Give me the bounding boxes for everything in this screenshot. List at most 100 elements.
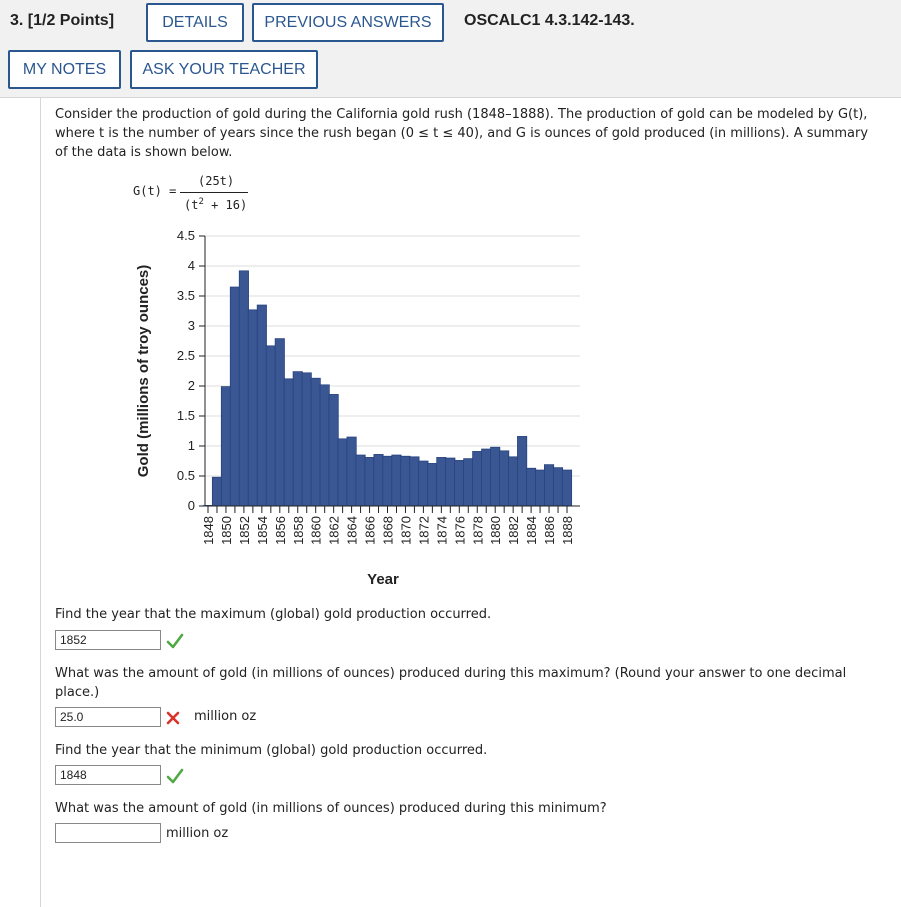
bar bbox=[337, 438, 348, 507]
bar bbox=[463, 458, 474, 507]
bar bbox=[292, 371, 303, 507]
bar bbox=[346, 436, 357, 507]
bar bbox=[238, 270, 249, 507]
question-3-prompt: Find the year that the minimum (global) … bbox=[55, 743, 488, 758]
intro-line-3: of the data is shown below. bbox=[55, 145, 233, 160]
x-tick-label: 1878 bbox=[470, 516, 485, 545]
question-4-answer-field[interactable] bbox=[55, 823, 161, 843]
x-axis-label: Year bbox=[367, 571, 399, 588]
bar bbox=[517, 436, 528, 507]
x-mark-icon bbox=[166, 711, 180, 725]
bar bbox=[211, 476, 223, 507]
bar bbox=[418, 460, 429, 507]
y-axis-label: Gold (millions of troy ounces) bbox=[135, 265, 152, 478]
bar bbox=[274, 338, 285, 507]
bar bbox=[382, 455, 393, 507]
bar bbox=[283, 378, 294, 507]
question-2-unit: million oz bbox=[194, 709, 257, 724]
question-2-prompt-line-1: What was the amount of gold (in millions… bbox=[55, 666, 847, 681]
bar bbox=[391, 454, 402, 507]
fraction-bar bbox=[180, 192, 248, 193]
formula-numerator: (25t) bbox=[198, 174, 235, 188]
bar bbox=[436, 457, 447, 507]
bar bbox=[526, 467, 537, 507]
x-tick-label: 1858 bbox=[291, 516, 306, 545]
x-tick-label: 1880 bbox=[488, 516, 503, 545]
intro-line-2: where t is the number of years since the… bbox=[55, 126, 869, 141]
bar bbox=[256, 304, 267, 507]
checkmark-icon bbox=[166, 768, 184, 784]
x-tick-label: 1872 bbox=[416, 516, 431, 545]
x-tick-label: 1862 bbox=[327, 516, 342, 545]
bar bbox=[364, 457, 375, 507]
x-tick-label: 1870 bbox=[398, 516, 413, 545]
bar bbox=[472, 451, 483, 507]
x-tick-label: 1868 bbox=[381, 516, 396, 545]
question-1-answer-field[interactable]: 1852 bbox=[55, 630, 161, 650]
gold-production-chart: 0 0.5 1 1.5 2 2.5 3 3.5 4 4.5 1848 1850 1852 1854 1856… bbox=[135, 228, 580, 588]
bar bbox=[265, 345, 276, 507]
my-notes-button[interactable]: MY NOTES bbox=[8, 50, 121, 89]
y-tick-label: 0.5 bbox=[177, 468, 195, 483]
y-tick-label: 3.5 bbox=[177, 288, 195, 303]
question-2-answer-field[interactable]: 25.0 bbox=[55, 707, 161, 727]
x-tick-label: 1874 bbox=[434, 516, 449, 545]
x-tick-label: 1876 bbox=[452, 516, 467, 545]
bar bbox=[247, 309, 258, 507]
bar bbox=[544, 464, 555, 507]
formula-denominator: (t2 + 16) bbox=[184, 197, 248, 212]
bar bbox=[535, 469, 546, 507]
x-tick-label: 1856 bbox=[273, 516, 288, 545]
x-tick-label: 1850 bbox=[219, 516, 234, 545]
x-tick-label: 1888 bbox=[560, 516, 575, 545]
bar bbox=[481, 448, 492, 507]
x-tick-label: 1848 bbox=[201, 516, 216, 545]
x-tick-label: 1884 bbox=[524, 516, 539, 545]
bar bbox=[319, 384, 330, 507]
previous-answers-button[interactable]: PREVIOUS ANSWERS bbox=[252, 3, 444, 42]
question-3-answer-field[interactable]: 1848 bbox=[55, 765, 161, 785]
x-tick-label: 1882 bbox=[506, 516, 521, 545]
bar bbox=[508, 456, 519, 507]
bar bbox=[301, 372, 312, 507]
bar bbox=[229, 286, 240, 507]
bar bbox=[409, 456, 420, 507]
bar bbox=[499, 450, 510, 507]
bar bbox=[427, 463, 438, 507]
bar bbox=[490, 446, 501, 507]
question-number: 3. [1/2 Points] bbox=[10, 12, 115, 29]
bar bbox=[445, 457, 456, 507]
question-1-prompt: Find the year that the maximum (global) … bbox=[55, 607, 492, 622]
bar bbox=[355, 454, 366, 507]
checkmark-icon bbox=[166, 633, 184, 649]
y-tick-label: 4.5 bbox=[177, 228, 195, 243]
y-tick-label: 2.5 bbox=[177, 348, 195, 363]
ask-your-teacher-button[interactable]: ASK YOUR TEACHER bbox=[130, 50, 318, 89]
bar bbox=[454, 460, 465, 507]
y-tick-label: 1 bbox=[188, 438, 195, 453]
model-formula: G(t) = (25t) (t2 + 16) bbox=[130, 172, 270, 216]
details-button[interactable]: DETAILS bbox=[146, 3, 244, 42]
x-tick-label: 1860 bbox=[309, 516, 324, 545]
x-tick-label: 1864 bbox=[345, 516, 360, 545]
x-tick-label: 1852 bbox=[237, 516, 252, 545]
intro-line-1: Consider the production of gold during t… bbox=[55, 107, 868, 122]
formula-lhs: G(t) = bbox=[133, 184, 177, 198]
bar bbox=[220, 386, 231, 507]
x-tick-label: 1854 bbox=[255, 516, 270, 545]
bar bbox=[373, 454, 384, 507]
bar bbox=[310, 377, 321, 507]
question-4-unit: million oz bbox=[166, 826, 229, 841]
y-tick-label: 2 bbox=[188, 378, 195, 393]
bar bbox=[400, 455, 411, 507]
question-2-prompt-line-2: place.) bbox=[55, 685, 100, 700]
y-tick-label: 3 bbox=[188, 318, 195, 333]
y-tick-label: 0 bbox=[188, 498, 195, 513]
bar bbox=[328, 394, 339, 507]
problem-code: OSCALC1 4.3.142-143. bbox=[464, 12, 635, 29]
bar bbox=[552, 467, 564, 507]
content-divider bbox=[40, 98, 41, 907]
question-4-prompt: What was the amount of gold (in millions… bbox=[55, 801, 607, 816]
y-tick-label: 1.5 bbox=[177, 408, 195, 423]
y-tick-label: 4 bbox=[188, 258, 195, 273]
